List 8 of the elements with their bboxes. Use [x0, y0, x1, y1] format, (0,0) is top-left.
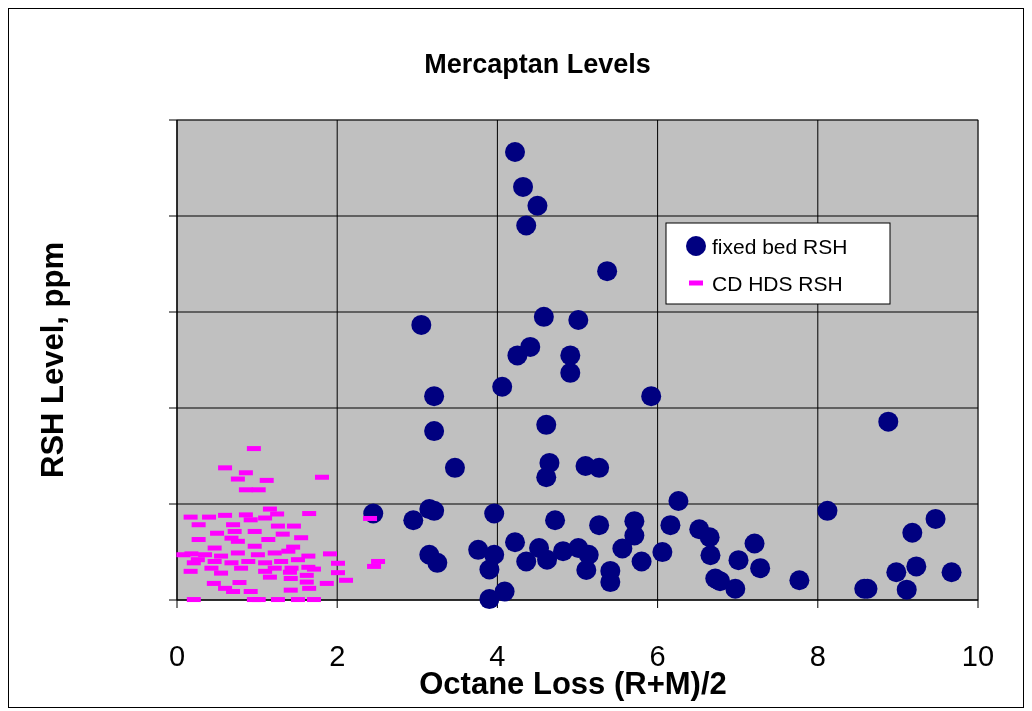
x-tick-label: 2 [329, 640, 346, 672]
y-axis-title: RSH Level, ppm [35, 242, 70, 478]
chart-title: Mercaptan Levels [424, 49, 651, 79]
x-tick-label: 8 [809, 640, 826, 672]
x-tick-label: 10 [961, 640, 995, 672]
legend-label: CD HDS RSH [712, 272, 843, 295]
legend-label: fixed bed RSH [712, 235, 848, 258]
x-tick-label: 0 [168, 640, 186, 672]
